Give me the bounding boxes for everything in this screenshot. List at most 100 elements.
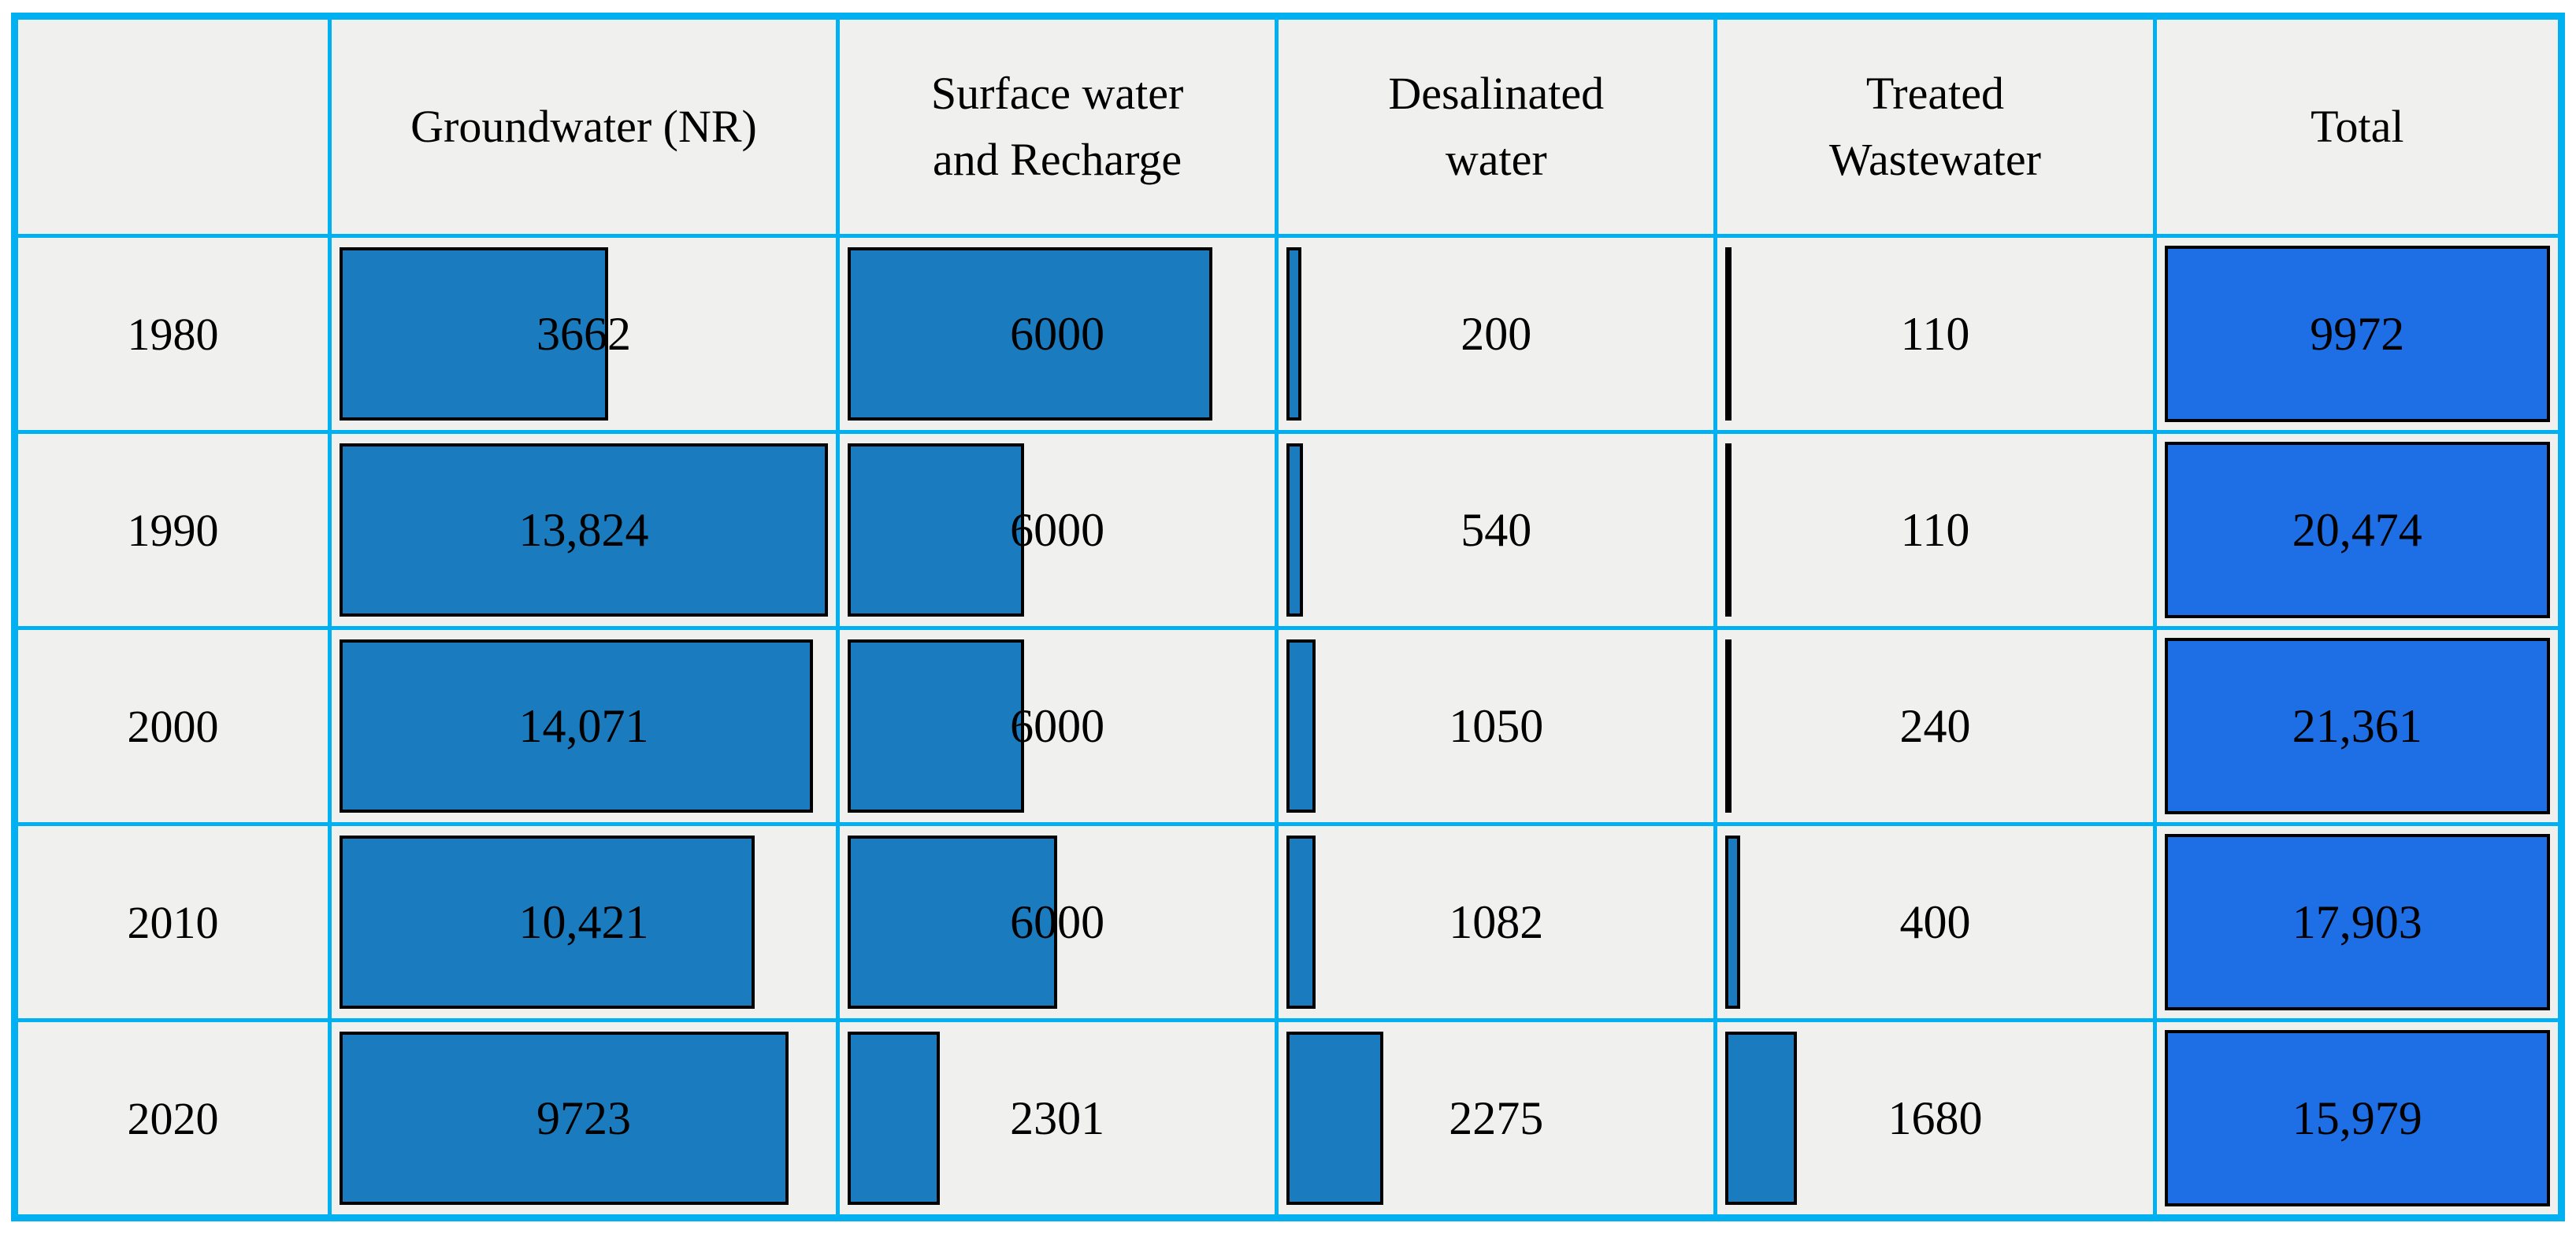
table-row-2020: 2020 9723 2301 2275 1680 15,979	[12, 1018, 2564, 1220]
year-label: 2010	[127, 896, 219, 948]
table-row-1990: 1990 13,824 6000 540 110 20,474	[12, 430, 2564, 630]
desalinated-bar	[1286, 639, 1316, 813]
treated-cell: 110	[1713, 430, 2157, 630]
surface-bar	[847, 247, 1212, 421]
cell-value: 6000	[1010, 699, 1105, 752]
treated-cell: 1680	[1713, 1018, 2157, 1220]
cell-value: 6000	[1010, 503, 1105, 556]
cell-value: 540	[1461, 503, 1532, 556]
water-supply-table: Groundwater (NR) Surface water and Recha…	[11, 13, 2565, 1221]
year-cell: 2000	[12, 626, 332, 826]
surface-cell: 6000	[835, 430, 1279, 630]
cell-value: 15,979	[2292, 1091, 2422, 1144]
column-header-year	[12, 14, 332, 238]
bar-track	[1725, 1032, 2144, 1205]
cell-value: 10,421	[518, 895, 649, 948]
bar-track	[1725, 639, 2144, 813]
cell-value: 14,071	[518, 699, 649, 752]
total-fill	[2164, 1030, 2550, 1206]
year-cell: 2020	[12, 1018, 332, 1220]
header-row: Groundwater (NR) Surface water and Recha…	[12, 14, 2564, 238]
desalinated-cell: 1050	[1275, 626, 1718, 826]
desalinated-bar	[1286, 1032, 1383, 1205]
column-header-desalinated: Desalinated water	[1275, 14, 1718, 238]
cell-value: 17,903	[2292, 895, 2422, 948]
year-label: 1990	[127, 504, 219, 556]
column-header-treated-label: Treated Wastewater	[1828, 67, 2041, 185]
cell-value: 110	[1900, 503, 1970, 556]
bar-track	[1286, 836, 1706, 1009]
surface-cell: 2301	[835, 1018, 1279, 1220]
bar-track	[1725, 836, 2144, 1009]
column-header-treated: Treated Wastewater	[1713, 14, 2157, 238]
cell-value: 400	[1899, 895, 1971, 948]
cell-value: 6000	[1010, 307, 1105, 360]
column-header-surface-label: Surface water and Recharge	[930, 67, 1184, 185]
surface-bar	[847, 443, 1024, 617]
cell-value: 20,474	[2292, 503, 2422, 556]
desalinated-cell: 200	[1275, 234, 1718, 434]
bar-track	[847, 836, 1267, 1009]
cell-value: 21,361	[2292, 699, 2422, 752]
total-fill	[2164, 442, 2550, 618]
groundwater-cell: 13,824	[328, 430, 840, 630]
column-header-total-label: Total	[2311, 100, 2404, 152]
total-cell: 20,474	[2152, 430, 2564, 630]
groundwater-bar	[340, 836, 755, 1009]
bar-track	[1286, 639, 1706, 813]
groundwater-bar	[340, 443, 828, 617]
year-cell: 2010	[12, 822, 332, 1022]
cell-value: 1082	[1449, 895, 1544, 948]
bar-track	[847, 247, 1267, 421]
table-row-2000: 2000 14,071 6000 1050 240 21,361	[12, 626, 2564, 826]
total-fill	[2164, 638, 2550, 814]
treated-bar	[1725, 1032, 1797, 1205]
desalinated-bar	[1286, 443, 1304, 617]
column-header-desalinated-label: Desalinated water	[1388, 67, 1605, 185]
bar-track	[340, 836, 828, 1009]
total-cell: 15,979	[2152, 1018, 2564, 1220]
surface-cell: 6000	[835, 234, 1279, 434]
year-cell: 1990	[12, 430, 332, 630]
cell-value: 9972	[2310, 307, 2405, 360]
groundwater-cell: 14,071	[328, 626, 840, 826]
bar-track	[847, 443, 1267, 617]
cell-value: 3662	[536, 307, 631, 360]
cell-value: 6000	[1010, 895, 1105, 948]
column-header-groundwater-label: Groundwater (NR)	[410, 100, 757, 152]
treated-cell: 110	[1713, 234, 2157, 434]
table-row-1980: 1980 3662 6000 200 110 9972	[12, 234, 2564, 434]
total-cell: 17,903	[2152, 822, 2564, 1022]
cell-value: 110	[1900, 307, 1970, 360]
column-header-total: Total	[2152, 14, 2564, 238]
groundwater-bar	[340, 1032, 789, 1205]
surface-cell: 6000	[835, 626, 1279, 826]
table-row-2010: 2010 10,421 6000 1082 400 17,903	[12, 822, 2564, 1022]
treated-bar	[1725, 247, 1732, 421]
bar-track	[1286, 247, 1706, 421]
surface-bar	[847, 639, 1024, 813]
total-cell: 9972	[2152, 234, 2564, 434]
desalinated-cell: 540	[1275, 430, 1718, 630]
bar-track	[340, 639, 828, 813]
column-header-groundwater: Groundwater (NR)	[328, 14, 840, 238]
bar-track	[340, 443, 828, 617]
treated-bar	[1725, 836, 1740, 1009]
treated-bar	[1725, 443, 1732, 617]
groundwater-bar	[340, 639, 814, 813]
cell-value: 13,824	[518, 503, 649, 556]
year-label: 1980	[127, 308, 219, 360]
total-fill	[2164, 834, 2550, 1010]
total-cell: 21,361	[2152, 626, 2564, 826]
year-label: 2020	[127, 1092, 219, 1144]
groundwater-cell: 10,421	[328, 822, 840, 1022]
bar-track	[340, 247, 828, 421]
cell-value: 1050	[1449, 699, 1544, 752]
cell-value: 240	[1899, 699, 1971, 752]
treated-bar	[1725, 639, 1732, 813]
groundwater-cell: 3662	[328, 234, 840, 434]
bar-track	[847, 1032, 1267, 1205]
cell-value: 200	[1461, 307, 1532, 360]
groundwater-cell: 9723	[328, 1018, 840, 1220]
